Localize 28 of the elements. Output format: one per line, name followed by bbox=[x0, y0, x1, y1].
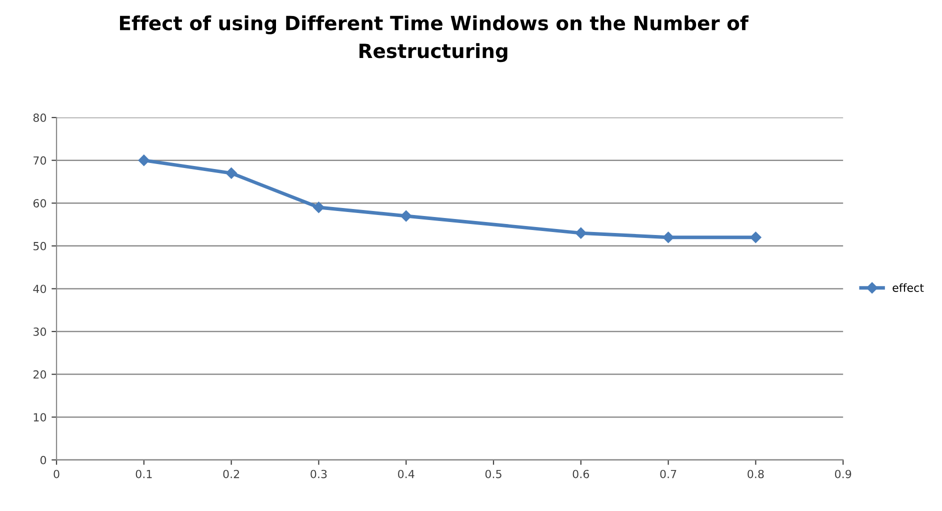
x-tick-label: 0 bbox=[54, 470, 60, 478]
y-tick-label: 70 bbox=[34, 156, 46, 165]
x-tick-label: 0.3 bbox=[310, 470, 327, 478]
y-tick-label: 60 bbox=[33, 199, 46, 208]
point bbox=[750, 232, 762, 243]
x-tick-label: 0.7 bbox=[660, 470, 676, 478]
legend-label: effect bbox=[892, 283, 924, 292]
point bbox=[226, 168, 237, 179]
y-tick-label: 40 bbox=[33, 284, 46, 294]
chart-title: Effect of using Different Time Windows on the Number of Restructuring bbox=[120, 15, 749, 62]
x-tick-label: 0.4 bbox=[398, 470, 414, 478]
y-tick-label: 20 bbox=[33, 370, 46, 379]
x-tick-label: 0.9 bbox=[834, 470, 852, 478]
x-tick-label: 0.6 bbox=[572, 470, 590, 478]
x-tick-label: 0.1 bbox=[136, 470, 152, 478]
y-tick-label: 10 bbox=[34, 413, 46, 422]
y-tick-label: 50 bbox=[34, 242, 46, 250]
x-tick-label: 0.5 bbox=[485, 470, 502, 478]
point bbox=[138, 154, 150, 166]
point bbox=[575, 227, 587, 239]
point bbox=[662, 232, 674, 243]
point bbox=[400, 210, 412, 222]
x-tick-label: 0.8 bbox=[748, 470, 764, 478]
point bbox=[313, 202, 324, 214]
y-tick-label: 30 bbox=[34, 327, 46, 336]
y-tick-label: 0 bbox=[40, 456, 46, 464]
x-tick-label: 0.2 bbox=[223, 470, 240, 478]
y-tick-label: 80 bbox=[33, 114, 46, 122]
